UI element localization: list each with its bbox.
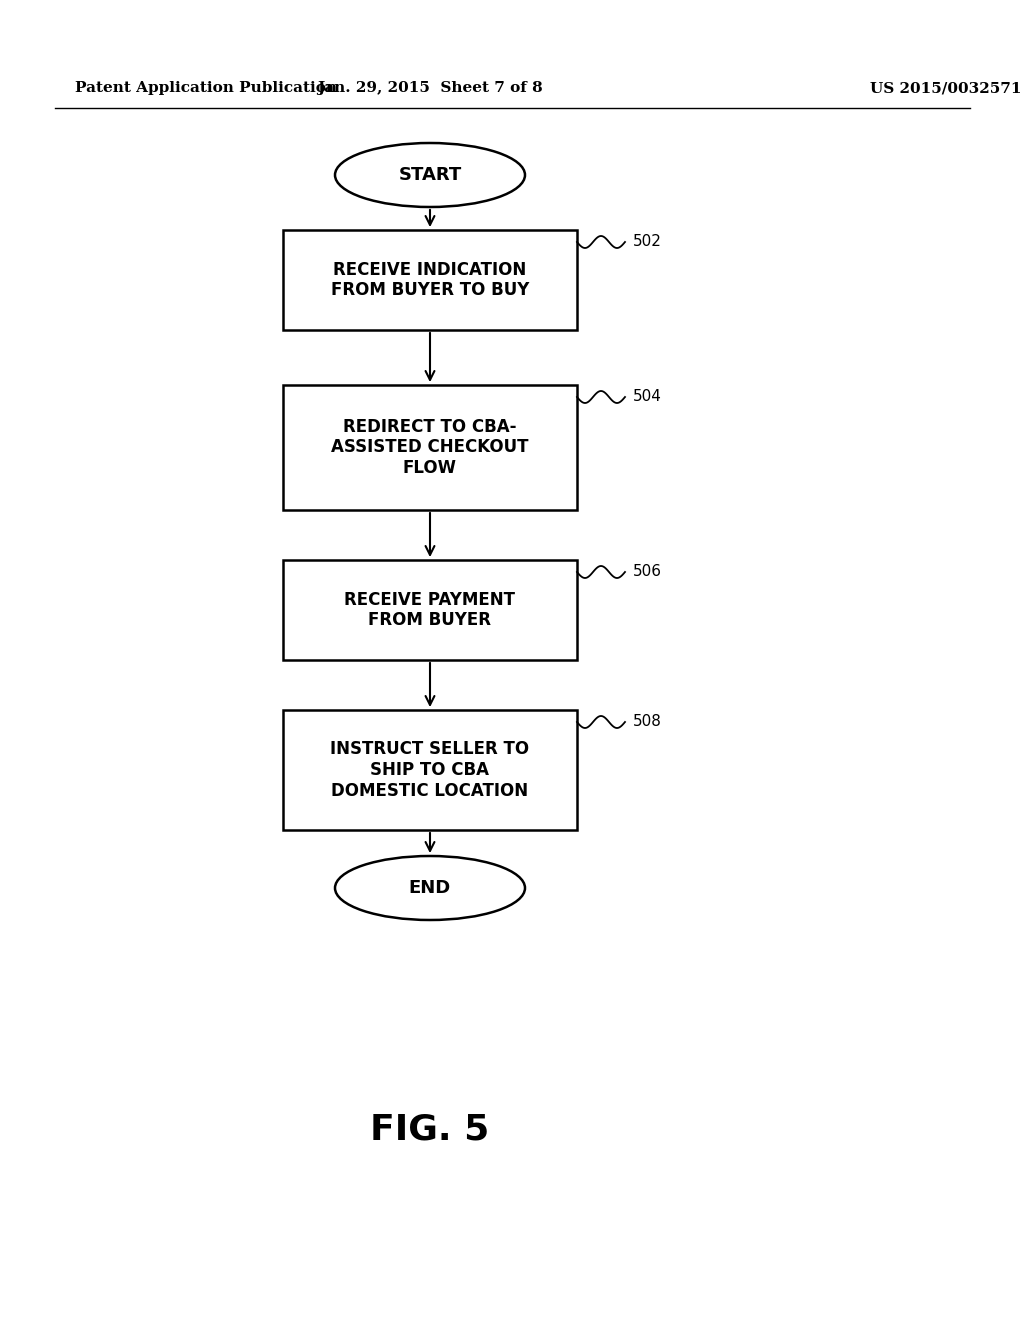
Ellipse shape	[335, 855, 525, 920]
Text: REDIRECT TO CBA-
ASSISTED CHECKOUT
FLOW: REDIRECT TO CBA- ASSISTED CHECKOUT FLOW	[331, 417, 528, 478]
FancyBboxPatch shape	[283, 230, 577, 330]
FancyBboxPatch shape	[283, 560, 577, 660]
Text: Patent Application Publication: Patent Application Publication	[75, 81, 337, 95]
FancyBboxPatch shape	[283, 385, 577, 510]
Text: US 2015/0032571 A1: US 2015/0032571 A1	[870, 81, 1024, 95]
Text: 508: 508	[633, 714, 662, 729]
Text: 504: 504	[633, 389, 662, 404]
Text: RECEIVE INDICATION
FROM BUYER TO BUY: RECEIVE INDICATION FROM BUYER TO BUY	[331, 260, 529, 300]
Text: Jan. 29, 2015  Sheet 7 of 8: Jan. 29, 2015 Sheet 7 of 8	[317, 81, 543, 95]
Text: END: END	[409, 879, 452, 898]
Text: RECEIVE PAYMENT
FROM BUYER: RECEIVE PAYMENT FROM BUYER	[344, 590, 515, 630]
Text: 502: 502	[633, 234, 662, 249]
Ellipse shape	[335, 143, 525, 207]
Text: 506: 506	[633, 564, 662, 579]
FancyBboxPatch shape	[283, 710, 577, 830]
Text: START: START	[398, 166, 462, 183]
Text: FIG. 5: FIG. 5	[371, 1113, 489, 1147]
Text: INSTRUCT SELLER TO
SHIP TO CBA
DOMESTIC LOCATION: INSTRUCT SELLER TO SHIP TO CBA DOMESTIC …	[331, 741, 529, 800]
